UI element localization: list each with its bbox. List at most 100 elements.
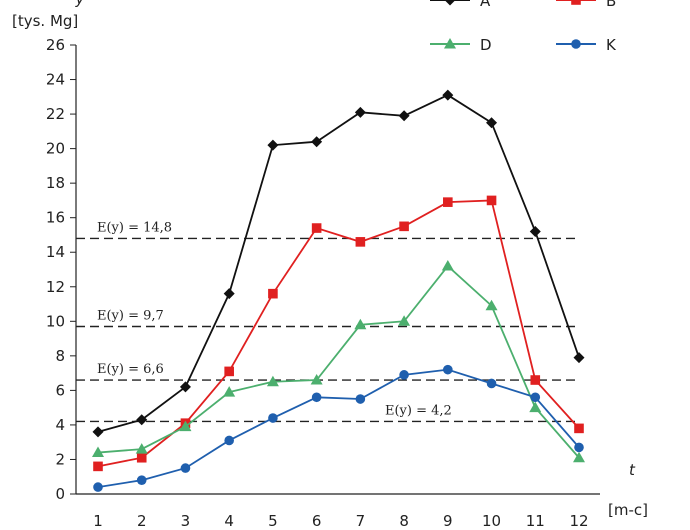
data-point [443, 197, 453, 207]
data-point [355, 394, 366, 404]
data-point [355, 237, 366, 247]
data-point [574, 423, 584, 434]
data-point [311, 223, 322, 233]
reference-line-label: E(y) = 4,2 [385, 403, 452, 418]
y-tick-label: 12 [46, 278, 65, 296]
data-point [311, 392, 322, 403]
series-line [97, 264, 580, 459]
series-group [92, 89, 585, 492]
data-point [399, 370, 409, 380]
y-axis-symbol: y [75, 0, 86, 8]
y-tick-label: 2 [55, 450, 65, 468]
y-tick-label: 6 [55, 381, 65, 399]
data-point [180, 463, 191, 473]
legend-item-A: A [430, 0, 491, 10]
x-tick-label: 10 [482, 512, 501, 530]
data-point [399, 221, 409, 232]
legend-label: B [606, 0, 616, 10]
data-point [529, 226, 541, 238]
legend-item-D: D [430, 36, 492, 54]
data-point [93, 482, 103, 492]
legend-label: K [606, 36, 617, 54]
data-point [486, 378, 497, 389]
data-point [311, 136, 323, 148]
legend-item-B: B [556, 0, 616, 10]
series-A [92, 89, 585, 438]
data-point [179, 381, 191, 393]
data-point [135, 443, 148, 454]
data-point [310, 374, 323, 385]
data-point [530, 392, 541, 403]
data-point [136, 475, 147, 485]
data-point [571, 39, 581, 49]
data-point [573, 451, 585, 463]
x-tick-label: 8 [399, 512, 409, 530]
x-tick-label: 1 [93, 512, 103, 530]
x-tick-label: 7 [356, 512, 366, 530]
data-point [530, 375, 541, 385]
data-point [224, 435, 234, 446]
reference-line-label: E(y) = 9,7 [97, 308, 164, 323]
data-point [354, 318, 367, 330]
data-point [267, 139, 279, 151]
data-point [573, 352, 585, 364]
y-tick-label: 26 [46, 36, 65, 54]
legend-label: D [480, 36, 492, 54]
x-tick-label: 9 [443, 512, 453, 530]
y-tick-label: 0 [55, 485, 65, 503]
y-tick-label: 14 [46, 243, 65, 261]
data-point [441, 260, 454, 271]
x-axis-symbol: t [629, 461, 636, 479]
series-line [97, 199, 580, 468]
data-point [136, 452, 147, 463]
x-tick-label: 2 [137, 512, 147, 530]
series-K [93, 364, 584, 492]
y-tick-label: 8 [55, 347, 65, 365]
data-point [93, 461, 103, 472]
y-tick-label: 20 [46, 140, 65, 158]
series-line [97, 368, 580, 488]
y-tick-label: 18 [46, 174, 65, 192]
data-point [444, 0, 456, 6]
series-line [97, 94, 580, 433]
y-tick-label: 10 [46, 312, 65, 330]
data-point [574, 442, 584, 453]
y-axis-unit: [tys. Mg] [12, 12, 78, 30]
data-point [398, 110, 410, 122]
x-tick-label: 5 [268, 512, 278, 530]
data-point [268, 413, 278, 423]
data-point [443, 364, 453, 375]
data-point [398, 315, 411, 326]
data-point [223, 386, 236, 397]
y-tick-label: 16 [46, 209, 65, 227]
data-point [485, 299, 498, 311]
y-tick-label: 24 [46, 71, 65, 89]
data-point [268, 288, 278, 299]
data-point [354, 106, 366, 118]
x-tick-label: 12 [569, 512, 588, 530]
data-point [92, 446, 104, 458]
data-point [224, 366, 234, 377]
series-B [93, 195, 584, 472]
data-point [571, 0, 581, 5]
y-tick-label: 4 [55, 416, 65, 434]
data-point [529, 401, 542, 413]
reference-line-label: E(y) = 6,6 [97, 362, 164, 377]
legend-label: A [480, 0, 491, 10]
series-D [92, 260, 585, 463]
x-tick-label: 6 [312, 512, 322, 530]
x-tick-label: 11 [526, 512, 545, 530]
data-point [486, 117, 498, 129]
data-point [442, 89, 454, 101]
legend-item-K: K [556, 36, 617, 54]
legend: A B D K [430, 0, 617, 54]
data-point [486, 195, 497, 206]
reference-line-label: E(y) = 14,8 [97, 220, 172, 235]
data-point [223, 288, 235, 300]
data-point [92, 426, 104, 438]
x-tick-label: 3 [181, 512, 191, 530]
data-point [444, 38, 456, 49]
data-point [136, 414, 148, 426]
